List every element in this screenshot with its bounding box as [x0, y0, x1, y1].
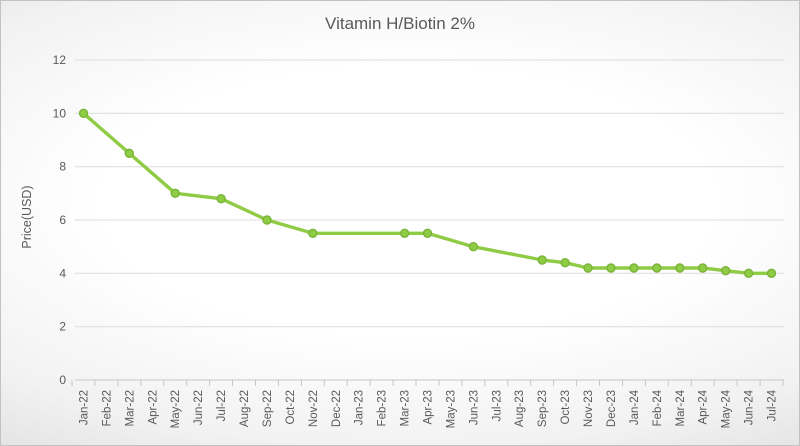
x-tick-label: Apr-22	[147, 390, 159, 425]
y-tick-label: 8	[59, 160, 66, 174]
x-tick-label: Jul-23	[491, 390, 503, 421]
data-point-marker	[262, 215, 272, 225]
data-point-marker	[583, 263, 593, 273]
x-tick-label: Sep-23	[537, 390, 549, 427]
x-tick-label: Jun-23	[468, 390, 480, 425]
x-tick-label: Mar-24	[675, 389, 687, 426]
x-tick-label: Apr-23	[423, 390, 435, 425]
data-point-marker	[170, 188, 180, 199]
x-tick-label: Nov-22	[308, 390, 320, 427]
y-tick-label: 12	[53, 53, 67, 67]
x-tick-label: May-23	[445, 390, 457, 428]
y-tick-label: 2	[59, 320, 66, 334]
x-tick-label: Sep-22	[262, 390, 274, 427]
data-point-marker	[743, 268, 754, 278]
x-tick-label: Mar-23	[400, 390, 412, 426]
x-tick-label: Aug-23	[514, 390, 526, 427]
x-tick-label: Jan-24	[629, 389, 641, 425]
y-tick-label: 4	[59, 266, 66, 280]
x-tick-label: Jun-22	[193, 390, 205, 425]
data-point-marker	[399, 228, 410, 239]
x-tick-label: Oct-22	[285, 390, 297, 425]
data-point-marker	[468, 241, 479, 252]
data-point-marker	[675, 263, 685, 273]
data-point-marker	[216, 193, 226, 204]
data-point-marker	[308, 228, 318, 239]
x-tick-label: Apr-24	[698, 389, 710, 424]
data-point-marker	[606, 263, 616, 273]
x-tick-label: Feb-24	[652, 389, 664, 426]
data-point-marker	[422, 228, 433, 239]
x-tick-label: Jun-24	[744, 389, 756, 425]
x-tick-label: Jan-23	[354, 390, 366, 425]
x-tick-label: Dec-22	[331, 390, 343, 427]
x-tick-label: Aug-22	[239, 390, 251, 427]
data-point-marker	[537, 255, 547, 265]
x-tick-label: Nov-23	[583, 390, 595, 427]
data-point-marker	[698, 263, 708, 273]
chart-title: Vitamin H/Biotin 2%	[325, 14, 475, 33]
data-point-marker	[721, 266, 731, 276]
y-tick-label: 0	[59, 373, 66, 387]
x-tick-label: Jan-22	[79, 390, 91, 425]
price-line	[81, 111, 774, 275]
x-tick-label: Jul-24	[767, 389, 779, 421]
data-point-marker	[124, 148, 135, 159]
x-tick-label: Dec-23	[606, 390, 618, 427]
x-tick-label: Mar-22	[124, 390, 136, 426]
y-tick-label: 6	[59, 213, 66, 227]
data-point-marker	[78, 108, 89, 119]
y-tick-label: 10	[53, 106, 67, 120]
data-point-marker	[766, 268, 777, 278]
x-tick-label: May-22	[170, 390, 182, 428]
x-tick-label: Jul-22	[216, 390, 228, 421]
data-point-marker	[652, 263, 662, 273]
data-point-marker	[629, 263, 639, 273]
x-tick-label: Oct-23	[560, 390, 572, 425]
x-tick-label: Feb-22	[101, 390, 113, 426]
data-point-marker	[560, 258, 570, 268]
x-tick-label: Feb-23	[377, 390, 389, 426]
x-tick-label: May-24	[721, 389, 733, 428]
